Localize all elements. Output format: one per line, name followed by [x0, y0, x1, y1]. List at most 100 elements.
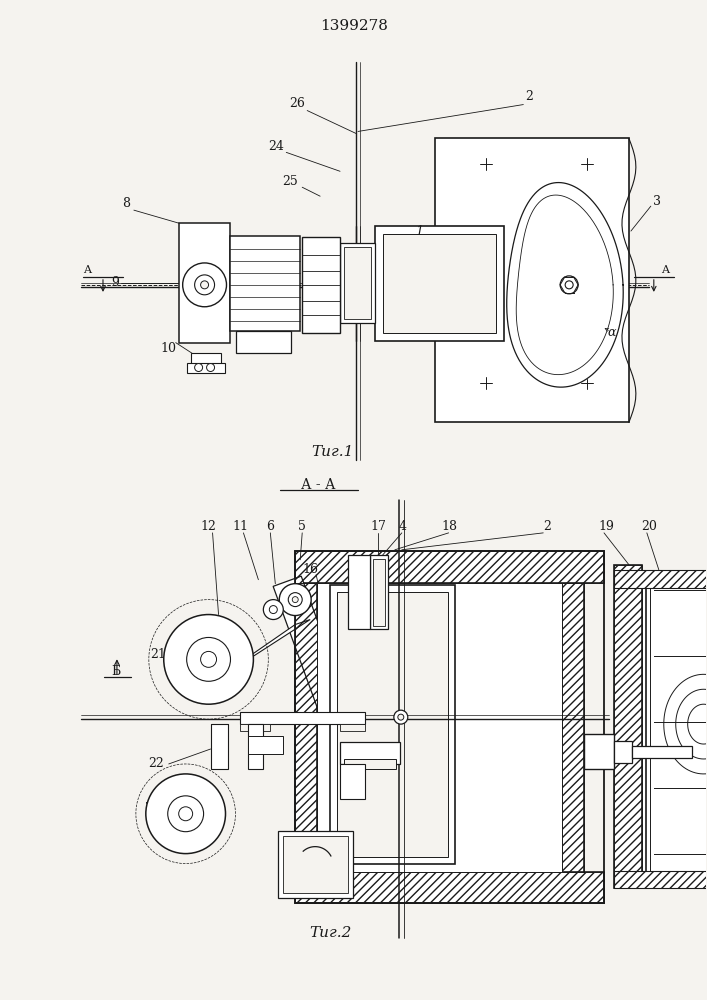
Bar: [248, 724, 263, 769]
Bar: [236, 331, 291, 353]
Circle shape: [560, 276, 578, 294]
Bar: [296, 551, 604, 903]
Bar: [383, 234, 496, 333]
Text: 7: 7: [145, 802, 153, 815]
Text: 25: 25: [282, 175, 298, 188]
Text: б: б: [388, 654, 395, 664]
Bar: [279, 831, 353, 898]
Text: α: α: [608, 326, 617, 339]
Bar: [632, 746, 691, 758]
Text: 22: 22: [148, 757, 164, 770]
Bar: [302, 237, 340, 333]
Text: 2: 2: [543, 520, 551, 533]
Text: Τиг.2: Τиг.2: [309, 926, 351, 940]
Text: 2: 2: [525, 90, 533, 103]
Bar: [211, 724, 228, 769]
Text: A: A: [83, 265, 91, 275]
Bar: [337, 592, 448, 857]
Bar: [646, 575, 707, 879]
Text: 10: 10: [160, 342, 177, 355]
Circle shape: [288, 593, 302, 607]
Circle shape: [164, 615, 253, 704]
Bar: [584, 734, 614, 769]
Bar: [562, 583, 584, 872]
Bar: [642, 575, 646, 879]
Text: 3: 3: [653, 195, 661, 208]
Bar: [296, 551, 604, 583]
Text: 6: 6: [267, 520, 274, 533]
Circle shape: [187, 637, 230, 681]
Text: 20: 20: [641, 520, 657, 533]
Bar: [562, 583, 584, 872]
Bar: [296, 872, 604, 903]
Bar: [296, 583, 317, 872]
Bar: [632, 746, 691, 758]
Bar: [284, 836, 348, 893]
Circle shape: [182, 263, 226, 307]
Bar: [614, 741, 632, 763]
Polygon shape: [230, 620, 310, 669]
Bar: [296, 583, 317, 872]
Circle shape: [279, 584, 311, 616]
Text: А - А: А - А: [301, 478, 335, 492]
Circle shape: [565, 281, 573, 289]
Text: 18: 18: [442, 520, 457, 533]
Bar: [650, 579, 707, 875]
Bar: [340, 742, 400, 764]
Bar: [435, 138, 629, 422]
Bar: [344, 759, 396, 769]
Bar: [584, 734, 614, 769]
Bar: [296, 551, 604, 583]
Bar: [614, 741, 632, 763]
Text: 1399278: 1399278: [320, 19, 388, 33]
Text: 16: 16: [302, 563, 318, 576]
Bar: [614, 570, 707, 588]
Polygon shape: [507, 183, 624, 387]
Bar: [240, 724, 270, 731]
Text: 4: 4: [399, 520, 407, 533]
Bar: [187, 363, 225, 373]
Bar: [614, 570, 707, 588]
Bar: [230, 236, 300, 331]
Bar: [191, 353, 221, 365]
Bar: [614, 871, 707, 888]
Bar: [330, 585, 455, 864]
Bar: [373, 559, 385, 626]
Bar: [240, 712, 365, 724]
Text: 26: 26: [289, 97, 305, 110]
Text: 19: 19: [598, 520, 614, 533]
Bar: [340, 724, 365, 731]
Circle shape: [206, 364, 214, 372]
Circle shape: [201, 651, 216, 667]
Bar: [348, 555, 370, 629]
Circle shape: [263, 600, 284, 620]
Polygon shape: [273, 576, 347, 713]
Circle shape: [292, 597, 298, 603]
Text: 21: 21: [150, 648, 165, 661]
Bar: [340, 764, 365, 799]
Circle shape: [194, 364, 203, 372]
Text: 1: 1: [415, 225, 423, 238]
Text: 24: 24: [269, 140, 284, 153]
Circle shape: [168, 796, 204, 832]
Circle shape: [398, 714, 404, 720]
Text: 9: 9: [111, 276, 119, 289]
Text: 8: 8: [122, 197, 130, 210]
Text: Τиг.1: Τиг.1: [311, 445, 354, 459]
Text: б: б: [388, 702, 395, 712]
Bar: [248, 736, 284, 754]
Bar: [179, 223, 230, 343]
Bar: [375, 226, 504, 341]
Bar: [317, 583, 562, 872]
Text: 12: 12: [201, 520, 216, 533]
Bar: [340, 243, 375, 323]
Bar: [614, 565, 642, 888]
Circle shape: [394, 710, 408, 724]
Circle shape: [194, 275, 214, 295]
Text: A: A: [661, 265, 669, 275]
Bar: [370, 555, 388, 629]
Bar: [614, 871, 707, 888]
Text: 5: 5: [298, 520, 306, 533]
Circle shape: [201, 281, 209, 289]
Text: 17: 17: [370, 520, 386, 533]
